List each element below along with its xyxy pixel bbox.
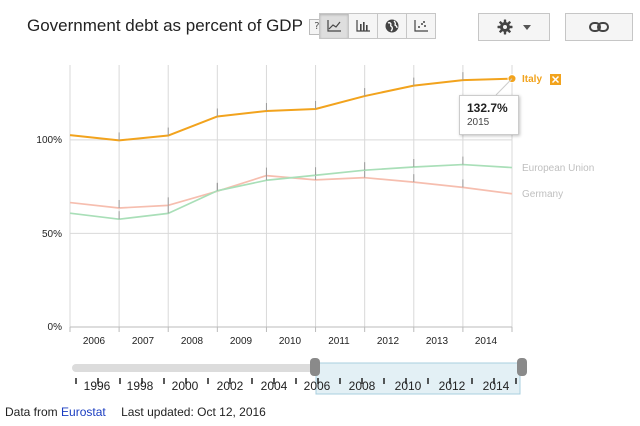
tooltip-year: 2015 [467,117,490,128]
tooltip-pointer [495,78,513,96]
gridlines [69,65,513,332]
line-chart-icon [327,20,341,32]
tooltip-value: 132.7% [467,101,508,115]
close-icon [551,75,560,84]
legend-label-germany[interactable]: Germany [522,189,563,200]
x-tick-label: 2006 [83,336,106,347]
y-axis: 0% 50% 100% [36,135,62,333]
series-line [69,163,513,221]
timeline-label: 2000 [172,379,199,393]
timeline-handle-left[interactable] [310,358,320,376]
link-icon [589,22,609,32]
timeline-label: 2010 [395,379,422,393]
x-tick-label: 2008 [181,336,204,347]
series-line [69,174,513,209]
timeline-label: 2002 [217,379,244,393]
gear-icon [497,19,513,35]
source-link[interactable]: Eurostat [61,405,106,419]
timeline-label: 2006 [304,379,331,393]
legend-label-italy[interactable]: Italy [522,74,542,85]
series-line [69,77,513,142]
line-chart: 0% 50% 100% 2006 2007 2008 2009 2010 201… [36,65,594,395]
x-tick-label: 2014 [475,336,498,347]
x-axis: 2006 2007 2008 2009 2010 2011 2012 2013 … [83,336,498,347]
x-tick-label: 2012 [377,336,400,347]
bar-chart-icon [356,20,370,32]
x-tick-label: 2011 [328,336,350,347]
timeline-label: 2012 [439,379,466,393]
series-lines [69,72,517,221]
bar-chart-button[interactable] [348,13,378,39]
legend-label-eu[interactable]: European Union [522,163,594,174]
timeline-selection[interactable] [315,362,521,395]
map-button[interactable] [377,13,407,39]
chart-type-toolbar [319,13,436,39]
source-prefix: Data from [5,405,58,419]
x-tick-label: 2010 [279,336,302,347]
timeline-label: 2004 [261,379,288,393]
link-button[interactable] [565,13,633,41]
timeline-label: 1998 [127,379,154,393]
scatter-chart-icon [414,20,428,32]
timeline-handle-right[interactable] [517,358,527,376]
y-tick-label: 50% [42,229,62,240]
x-tick-label: 2013 [426,336,449,347]
chevron-down-icon [523,24,531,30]
globe-icon [385,19,399,33]
timeline-label: 2008 [349,379,376,393]
y-tick-label: 100% [36,135,62,146]
settings-button[interactable] [478,13,550,41]
timeline-label: 2014 [483,379,510,393]
y-tick-label: 0% [48,322,63,333]
last-updated: Last updated: Oct 12, 2016 [121,405,266,419]
data-tooltip: 132.7% 2015 [459,95,519,135]
scatter-chart-button[interactable] [406,13,436,39]
legend: Italy European Union Germany [522,74,594,200]
footer: Data from Eurostat Last updated: Oct 12,… [5,405,266,419]
timeline-label: 1996 [84,379,111,393]
timeline-ticks [75,378,517,384]
x-tick-label: 2009 [230,336,253,347]
chart-title: Government debt as percent of GDP [27,16,303,35]
timeline[interactable]: 1996 1998 2000 2002 2004 2006 2008 2010 … [72,358,527,395]
x-tick-label: 2007 [132,336,155,347]
